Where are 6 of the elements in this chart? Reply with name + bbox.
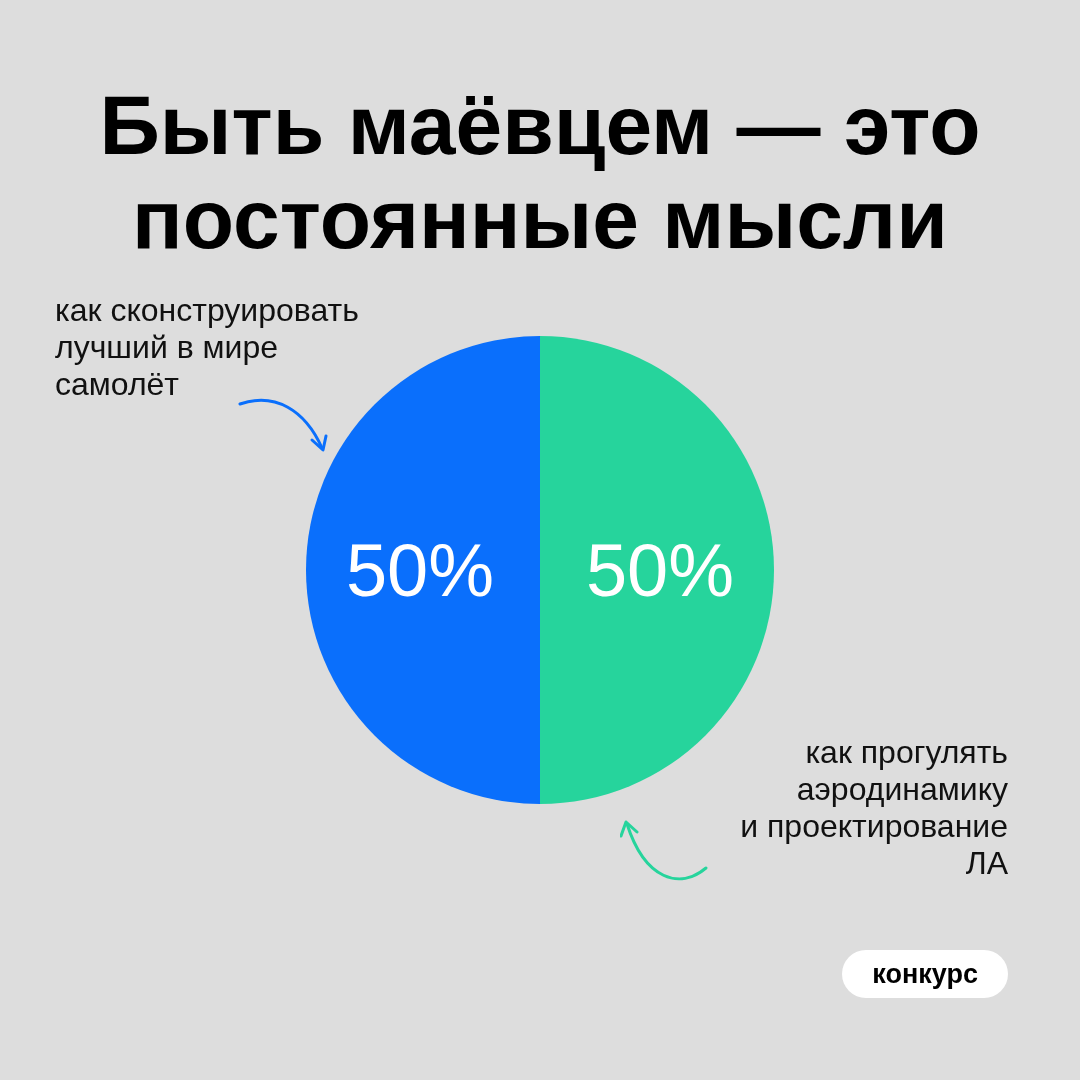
slice-label: как прогулять аэродинамику и проектирование ЛА [740,734,1008,882]
text: конкурс [842,950,1008,998]
chart-title: Быть маёвцем — это постоянные мысли [98,78,982,266]
data-label: 50% [585,528,735,612]
slice-label: как сконструировать лучший в мире самолёт [55,292,359,403]
data-label: 50% [345,528,495,612]
